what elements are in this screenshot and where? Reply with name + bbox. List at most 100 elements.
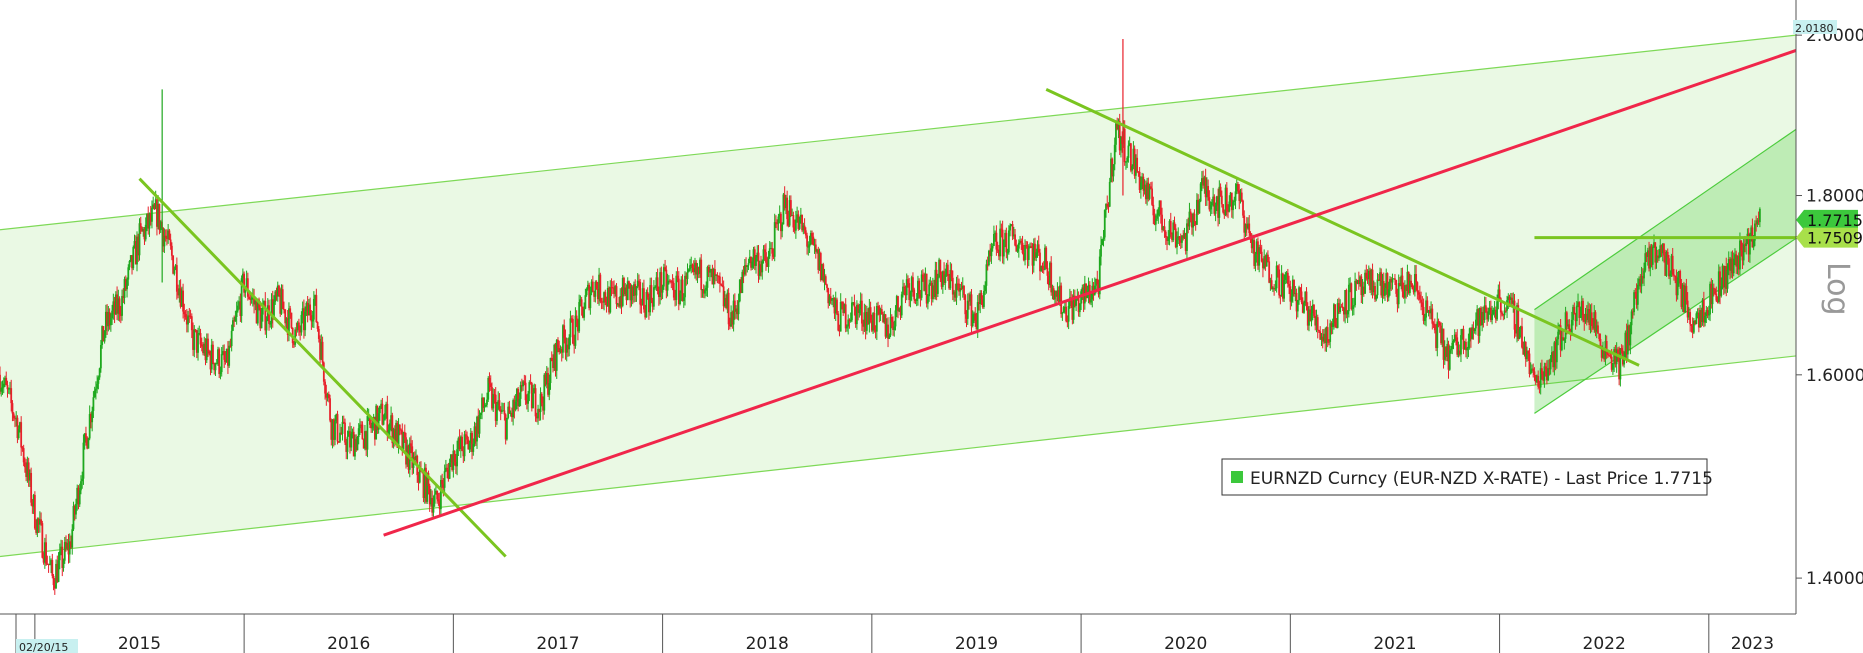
candle bbox=[1614, 344, 1617, 368]
candle bbox=[618, 297, 620, 308]
candle bbox=[1663, 243, 1665, 263]
candle bbox=[1579, 306, 1582, 318]
candle bbox=[188, 308, 191, 323]
candle bbox=[741, 269, 744, 294]
candle bbox=[1329, 319, 1332, 349]
candle bbox=[872, 312, 874, 335]
candle bbox=[777, 213, 780, 231]
candle bbox=[644, 304, 647, 320]
candle bbox=[1641, 268, 1644, 284]
candle bbox=[212, 341, 214, 365]
candle bbox=[1016, 244, 1019, 253]
candle bbox=[966, 293, 969, 325]
candle bbox=[520, 378, 523, 392]
candle bbox=[1131, 164, 1134, 175]
candle bbox=[773, 213, 776, 262]
candle bbox=[483, 397, 486, 412]
candle bbox=[1681, 283, 1684, 312]
candle bbox=[1660, 244, 1663, 257]
candle bbox=[1177, 227, 1180, 245]
candle bbox=[1413, 265, 1416, 297]
candle bbox=[1197, 194, 1200, 216]
candle bbox=[213, 362, 216, 375]
candle bbox=[692, 260, 695, 276]
candle bbox=[75, 498, 77, 520]
candle bbox=[1531, 364, 1533, 373]
candle bbox=[227, 341, 229, 374]
candle bbox=[230, 324, 233, 352]
candle bbox=[714, 260, 716, 285]
candle bbox=[361, 421, 364, 440]
candle bbox=[913, 287, 916, 304]
candle bbox=[1620, 344, 1623, 354]
candle bbox=[1176, 231, 1178, 255]
candle bbox=[537, 404, 539, 425]
candle bbox=[1651, 244, 1654, 271]
candle bbox=[301, 301, 304, 324]
candle bbox=[1105, 203, 1107, 218]
candle bbox=[1427, 309, 1430, 317]
candle bbox=[1276, 265, 1279, 278]
candle bbox=[811, 230, 813, 245]
candle bbox=[241, 268, 244, 284]
candle bbox=[184, 309, 187, 320]
candle bbox=[904, 285, 907, 304]
candle bbox=[413, 451, 416, 462]
candle bbox=[1169, 212, 1172, 239]
candle bbox=[897, 295, 899, 319]
candle bbox=[87, 437, 90, 449]
candle bbox=[583, 302, 586, 321]
candle bbox=[974, 307, 977, 327]
candle bbox=[365, 430, 368, 456]
candle bbox=[0, 366, 1, 395]
candle bbox=[1293, 279, 1295, 297]
x-tick-label: 2023 bbox=[1731, 634, 1774, 653]
candle bbox=[1147, 177, 1150, 202]
candle bbox=[859, 292, 862, 316]
candle bbox=[696, 263, 699, 284]
candle bbox=[1639, 274, 1642, 293]
candle bbox=[204, 338, 207, 366]
candle bbox=[1051, 284, 1054, 300]
candle bbox=[890, 314, 893, 329]
candle bbox=[1655, 246, 1658, 269]
candle bbox=[1486, 307, 1489, 326]
candle bbox=[550, 351, 553, 362]
candle bbox=[1598, 333, 1601, 342]
candle bbox=[905, 273, 908, 301]
candle bbox=[887, 317, 889, 348]
candle bbox=[133, 234, 136, 249]
candle bbox=[864, 304, 867, 340]
candle bbox=[945, 262, 948, 277]
candle bbox=[360, 421, 363, 433]
candle bbox=[1334, 304, 1337, 328]
candle bbox=[527, 390, 529, 412]
candle bbox=[376, 405, 379, 434]
candle bbox=[1431, 304, 1434, 330]
candle bbox=[1041, 262, 1044, 273]
candle bbox=[938, 257, 941, 279]
candle bbox=[45, 534, 47, 566]
x-tick-label: 2018 bbox=[746, 634, 789, 653]
candle bbox=[968, 292, 970, 310]
candle bbox=[464, 429, 467, 445]
x-tick-label: 2019 bbox=[955, 634, 998, 653]
candle bbox=[1554, 337, 1557, 371]
candle bbox=[58, 543, 61, 570]
candle bbox=[1441, 322, 1444, 348]
candle bbox=[1678, 270, 1680, 287]
candle bbox=[106, 304, 109, 335]
candle bbox=[922, 269, 924, 282]
candle bbox=[572, 315, 574, 345]
candle bbox=[440, 475, 442, 515]
candle bbox=[963, 285, 965, 300]
candle bbox=[1151, 181, 1153, 206]
candle bbox=[1218, 180, 1221, 225]
candle bbox=[48, 555, 51, 566]
candle bbox=[1323, 329, 1325, 344]
candle bbox=[855, 300, 858, 330]
candle bbox=[1356, 279, 1359, 285]
candle bbox=[523, 374, 526, 386]
candle bbox=[1466, 346, 1469, 359]
candle bbox=[1675, 269, 1678, 302]
